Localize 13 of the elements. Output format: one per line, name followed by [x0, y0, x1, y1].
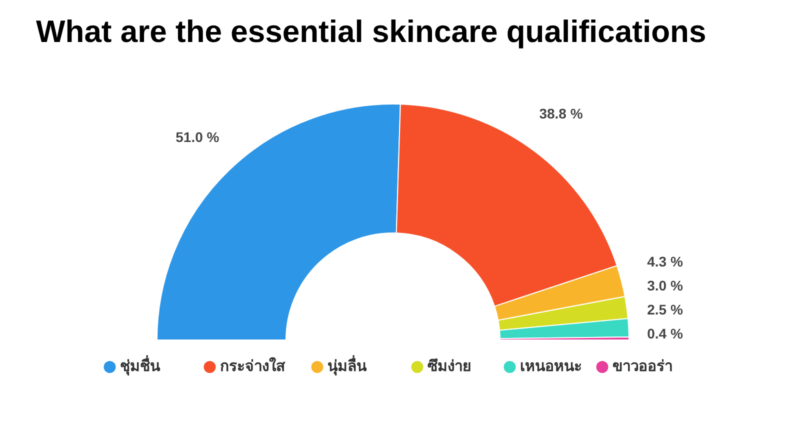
- legend-label: ชุ่มชื่น: [120, 354, 161, 376]
- legend-label: ขาวออร่า: [612, 358, 672, 375]
- data-label: 4.3 %: [647, 254, 684, 270]
- data-label: 38.8 %: [539, 105, 584, 122]
- legend-label: เหนอหนะ: [520, 358, 582, 375]
- legend-label: กระจ่างใส: [220, 356, 286, 375]
- legend-label: นุ่มลื่น: [327, 354, 368, 376]
- legend-label: ซึมง่าย: [427, 356, 472, 375]
- data-label: 51.0 %: [176, 128, 220, 145]
- data-label: 0.4 %: [647, 326, 684, 342]
- data-label: 2.5 %: [647, 302, 684, 318]
- chart-title: What are the essential skincare qualifications: [36, 14, 706, 49]
- data-label: 3.0 %: [647, 278, 684, 294]
